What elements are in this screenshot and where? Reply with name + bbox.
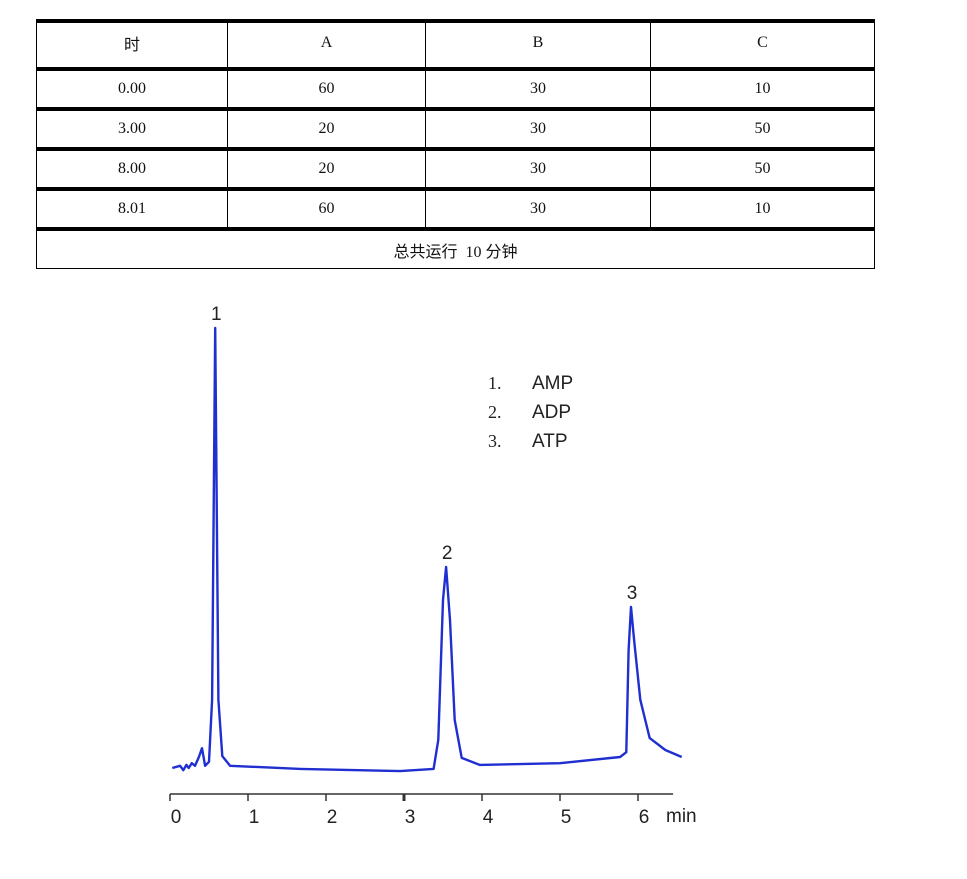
table-footer-row: 总共运行 10 分钟: [36, 229, 875, 269]
x-axis-unit: min: [666, 806, 697, 827]
peak-labels: 1 2 3: [211, 304, 637, 604]
legend-entry: ADP: [532, 402, 571, 423]
cell: 8.01: [36, 189, 228, 229]
cell: 20: [227, 149, 426, 189]
legend-number: 3.: [488, 431, 502, 451]
x-axis: 0 1 2 3 4 5 6 min: [169, 793, 697, 828]
legend: 1. AMP 2. ADP 3. ATP: [488, 373, 573, 452]
total-run-time: 总共运行 10 分钟: [36, 229, 875, 269]
cell: 8.00: [36, 149, 228, 189]
x-tick-label: 2: [327, 807, 338, 828]
legend-number: 2.: [488, 402, 502, 422]
cell: 30: [425, 189, 651, 229]
cell: 10: [650, 189, 875, 229]
table-row: 8.00 20 30 50: [36, 149, 875, 189]
chromatogram-trace: [171, 326, 683, 773]
header-c: C: [650, 21, 875, 69]
cell: 30: [425, 149, 651, 189]
cell: 10: [650, 69, 875, 109]
x-tick-label: 1: [249, 807, 260, 828]
table-row: 8.01 60 30 10: [36, 189, 875, 229]
x-tick-label: 5: [561, 807, 572, 828]
table-header-row: 时 A B C: [36, 21, 875, 69]
table-row: 3.00 20 30 50: [36, 109, 875, 149]
cell: 3.00: [36, 109, 228, 149]
legend-number: 1.: [488, 373, 502, 393]
cell: 60: [227, 69, 426, 109]
x-tick-label: 0: [171, 807, 182, 828]
legend-entry: AMP: [532, 373, 573, 394]
header-b: B: [425, 21, 651, 69]
header-time: 时: [36, 21, 228, 69]
peak-label: 3: [627, 583, 638, 604]
cell: 50: [650, 109, 875, 149]
x-tick-label: 6: [639, 807, 650, 828]
cell: 20: [227, 109, 426, 149]
cell: 60: [227, 189, 426, 229]
x-tick-label: 3: [405, 807, 416, 828]
table-row: 0.00 60 30 10: [36, 69, 875, 109]
gradient-table: 时 A B C 0.00 60 30 10 3.00 20 30 50 8.00…: [36, 19, 875, 269]
cell: 0.00: [36, 69, 228, 109]
cell: 50: [650, 149, 875, 189]
header-a: A: [227, 21, 426, 69]
x-tick-label: 4: [483, 807, 494, 828]
legend-entry: ATP: [532, 431, 568, 452]
peak-label: 2: [442, 543, 453, 564]
peak-label: 1: [211, 304, 222, 325]
